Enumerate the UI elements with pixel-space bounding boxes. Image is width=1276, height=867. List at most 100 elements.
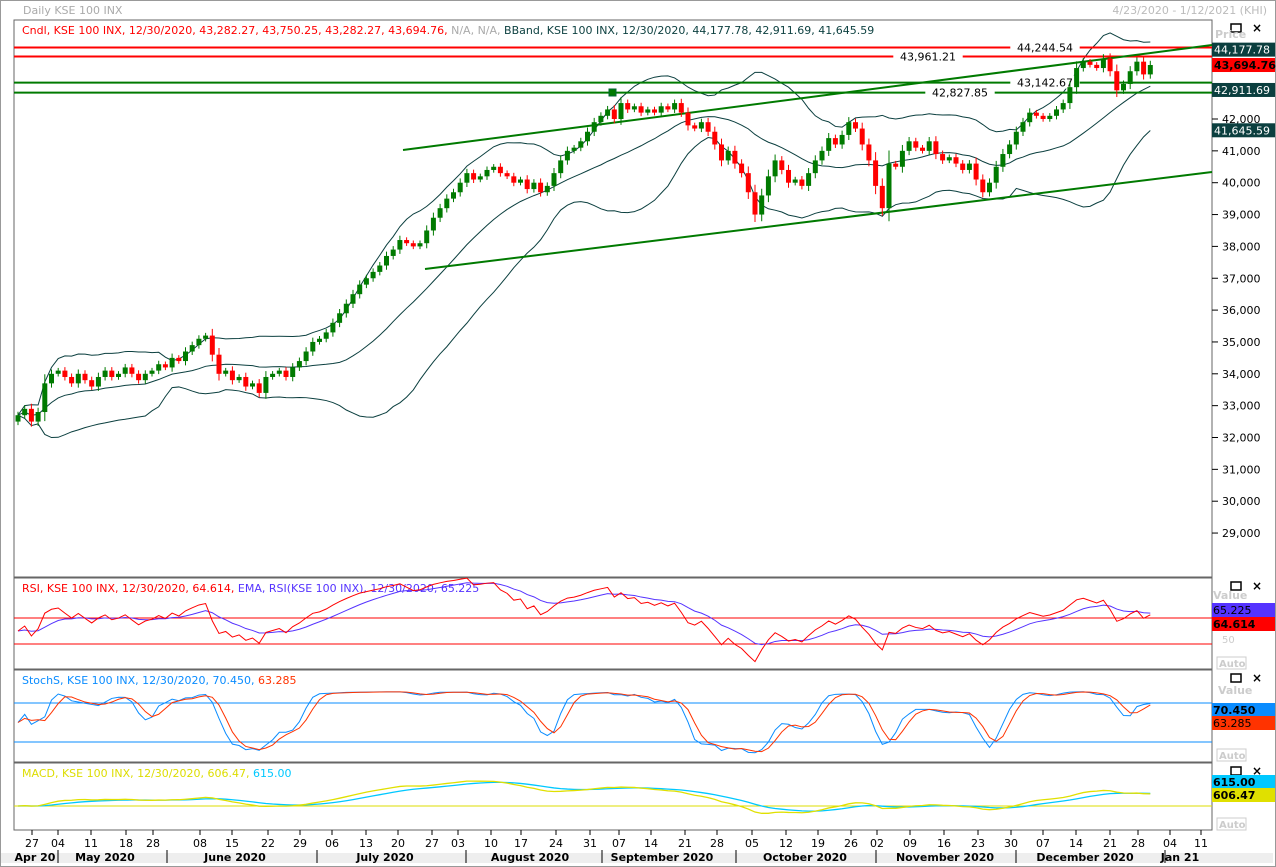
stoch-tag-label: 63.285 <box>1213 717 1252 730</box>
date-range: 4/23/2020 - 1/12/2021 (KHI) <box>1112 4 1267 17</box>
close-icon[interactable]: × <box>1252 21 1262 35</box>
hline-label: 42,827.85 <box>932 87 988 100</box>
stoch-legend-part: StochS, KSE 100 INX, 12/30/2020, 70.450, <box>22 674 258 687</box>
candle-body <box>464 173 470 183</box>
candle-body <box>819 150 825 161</box>
candle-body <box>698 122 704 129</box>
candle-body <box>62 370 68 377</box>
x-tick-label: 28 <box>710 837 724 850</box>
candle-body <box>853 122 858 129</box>
candle-body <box>424 230 430 244</box>
price-tag-label: 42,911.69 <box>1214 84 1270 97</box>
candle-body <box>759 195 765 215</box>
candle-body <box>183 351 188 362</box>
auto-scale-button[interactable] <box>1216 748 1247 762</box>
candle-body <box>806 173 812 186</box>
x-tick-label: 11 <box>84 837 98 850</box>
candle-body <box>256 383 262 393</box>
x-month-label: October 2020 <box>763 851 847 864</box>
rsi-line <box>17 577 1151 663</box>
candle-body <box>564 150 570 161</box>
candle-body <box>250 383 255 387</box>
rsi-axis-title: Value <box>1213 589 1247 602</box>
candle-body <box>745 173 751 193</box>
x-tick-label: 04 <box>1163 837 1177 850</box>
rsi-tick-label: 50 <box>1222 635 1235 646</box>
price-tag-label: 44,177.78 <box>1214 44 1270 57</box>
candle-body <box>189 345 195 352</box>
stoch-tag <box>1212 716 1275 730</box>
candle-body <box>1000 154 1006 167</box>
maximize-icon[interactable] <box>1230 581 1242 591</box>
candle-body <box>920 147 925 151</box>
candle-body <box>176 357 182 362</box>
x-tick-label: 14 <box>1069 837 1083 850</box>
candle-body <box>129 367 135 374</box>
candle-body <box>1033 112 1039 116</box>
chart-title: Daily KSE 100 INX <box>23 4 123 17</box>
close-icon[interactable]: × <box>1252 579 1262 593</box>
candle-body <box>471 173 477 180</box>
trendline-upper <box>402 44 1213 151</box>
candle-body <box>444 198 450 209</box>
price-legend-part: Cndl, KSE 100 INX, 12/30/2020, 43,282.27… <box>22 24 451 37</box>
candle-body <box>337 313 343 323</box>
close-icon[interactable]: × <box>1252 671 1262 685</box>
stoch-tag <box>1212 703 1275 717</box>
candle-body <box>28 408 34 422</box>
x-tick-label: 17 <box>514 837 528 850</box>
candle-body <box>886 163 892 209</box>
candle-body <box>196 338 202 346</box>
trendline-handle[interactable] <box>608 88 617 97</box>
candle-body <box>22 408 28 416</box>
candle-body <box>49 373 54 384</box>
candle-body <box>296 361 302 368</box>
stoch-legend: StochS, KSE 100 INX, 12/30/2020, 70.450,… <box>22 674 297 687</box>
price-legend-part: BBand, KSE 100 INX, 12/30/2020, 44,177.7… <box>504 24 874 37</box>
price-legend: Cndl, KSE 100 INX, 12/30/2020, 43,282.27… <box>22 24 874 37</box>
candle-body <box>725 150 731 161</box>
y-tick-label: 31,000 <box>1222 463 1261 476</box>
candle-body <box>993 166 999 183</box>
x-month-label: December 2020 <box>1036 851 1134 864</box>
candle-body <box>82 373 88 381</box>
rsi-ema-line <box>17 582 1151 646</box>
maximize-icon[interactable] <box>1230 673 1242 683</box>
candle-body <box>1020 122 1026 132</box>
candle-body <box>156 364 162 371</box>
x-tick-label: 05 <box>745 837 759 850</box>
candle-body <box>270 373 276 377</box>
candle-body <box>585 131 590 142</box>
auto-scale-button[interactable] <box>1216 817 1247 831</box>
candle-body <box>216 354 222 374</box>
auto-scale-button[interactable] <box>1216 656 1247 670</box>
candle-body <box>377 265 383 272</box>
candle-body <box>960 163 966 170</box>
candle-body <box>899 150 905 167</box>
maximize-icon[interactable] <box>1230 766 1242 776</box>
candle-body <box>953 157 959 164</box>
candle-body <box>511 176 517 183</box>
rsi-tag-label: 65.225 <box>1213 604 1252 617</box>
candle-body <box>317 338 322 342</box>
candle-body <box>55 370 61 374</box>
candle-body <box>1087 61 1093 65</box>
candle-body <box>558 160 564 174</box>
close-icon[interactable]: × <box>1252 764 1262 778</box>
macd-line <box>17 780 1151 814</box>
candle-body <box>223 370 229 374</box>
candle-body <box>310 341 316 352</box>
x-tick-label: 21 <box>678 837 692 850</box>
candle-body <box>859 128 865 145</box>
candle-body <box>504 173 510 177</box>
candle-body <box>491 166 497 170</box>
price-tag-label: 43,694.76 <box>1214 59 1276 72</box>
y-tick-label: 39,000 <box>1222 209 1261 222</box>
maximize-icon[interactable] <box>1230 23 1242 33</box>
candle-body <box>1107 58 1113 72</box>
candle-body <box>571 147 577 151</box>
candle-body <box>933 141 939 155</box>
candle-body <box>384 255 389 266</box>
candle-body <box>477 176 483 180</box>
